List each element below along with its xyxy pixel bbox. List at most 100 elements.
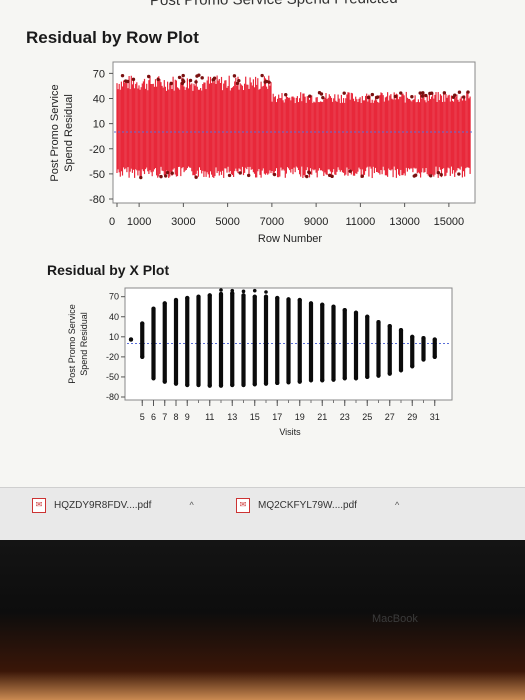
row-point	[342, 91, 346, 95]
x-outlier-point	[252, 288, 257, 293]
x-point	[185, 295, 190, 301]
row-point	[194, 175, 198, 179]
x-y-tick-label: 10	[109, 332, 119, 342]
x-point	[286, 380, 291, 385]
x-point	[275, 380, 280, 386]
x-point	[387, 324, 392, 329]
row-point	[156, 77, 160, 82]
row-point	[466, 90, 470, 94]
row-point	[457, 172, 461, 176]
chevron-up-icon[interactable]: ^	[394, 500, 400, 510]
x-point	[432, 337, 437, 342]
x-point	[207, 293, 212, 298]
row-point	[393, 94, 398, 99]
row-point	[227, 173, 232, 178]
row-point	[360, 174, 364, 178]
x-point	[308, 301, 314, 306]
x-outlier-point	[264, 290, 268, 294]
row-point	[264, 79, 269, 84]
x-axes: 70 40 10 -20 -50 -80 5 6 7 8 9 11 13 15 17 19 21 23 25 27 29…	[106, 292, 440, 422]
residual-by-row-chart: 70 40 10 -20 -50 -80 0 1000 3000 5000 7000 9000 1100…	[49, 61, 476, 245]
row-x-tick-label: 7000	[260, 216, 284, 228]
x-y-label-line-2: Spend Residual	[79, 312, 89, 376]
x-point	[331, 304, 336, 309]
row-point	[457, 90, 462, 94]
x-point	[151, 376, 156, 381]
x-y-tick-label: -80	[106, 392, 119, 402]
row-point	[307, 170, 311, 174]
row-y-tick-label: 10	[93, 119, 105, 131]
download-item-2[interactable]: ✉ MQ2CKFYL79W....pdf ^	[236, 496, 399, 514]
row-y-tick-label: 40	[93, 94, 105, 106]
x-point	[140, 354, 145, 359]
x-x-tick-label: 21	[317, 412, 327, 422]
row-point	[284, 93, 288, 97]
row-x-tick-label: 1000	[127, 216, 151, 228]
row-point	[177, 75, 182, 80]
row-point	[420, 94, 424, 98]
row-point	[139, 175, 143, 180]
row-point	[212, 77, 216, 82]
x-point	[196, 294, 201, 299]
row-point	[305, 174, 309, 179]
row-point	[308, 94, 312, 98]
row-point	[366, 95, 371, 100]
x-point	[252, 382, 257, 387]
x-y-label-line-1: Post Promo Service	[67, 304, 77, 384]
x-point	[410, 364, 415, 369]
x-point	[252, 294, 257, 299]
x-point	[398, 328, 404, 333]
row-point	[163, 174, 168, 178]
x-x-tick-label: 8	[173, 412, 178, 422]
row-point	[169, 81, 173, 86]
row-y-axis-label: Post Promo Service Spend Residual	[49, 84, 75, 181]
row-x-axis-label: Row Number	[258, 233, 323, 245]
x-x-tick-label: 15	[250, 412, 260, 422]
row-point	[200, 76, 204, 80]
x-point	[196, 382, 201, 388]
x-x-tick-label: 5	[140, 412, 145, 422]
row-point	[453, 93, 457, 97]
row-y-tick-label: -20	[89, 144, 105, 156]
row-point	[424, 93, 428, 98]
x-point	[207, 383, 212, 388]
download-item-1[interactable]: ✉ HQZDY9R8FDV....pdf ^	[32, 496, 194, 514]
row-point	[319, 92, 324, 96]
row-point	[197, 73, 201, 77]
x-point	[331, 377, 336, 382]
x-point	[365, 314, 370, 319]
chevron-up-icon[interactable]: ^	[189, 500, 194, 510]
x-point	[342, 307, 347, 313]
x-point	[376, 320, 381, 325]
downloads-bar: ✉ HQZDY9R8FDV....pdf ^ ✉ MQ2CKFYL79W....…	[0, 487, 525, 540]
row-point	[410, 95, 414, 99]
x-x-tick-label: 9	[185, 412, 190, 422]
x-x-tick-label: 29	[407, 412, 417, 422]
row-point	[321, 95, 325, 100]
x-point	[173, 297, 179, 303]
row-x-tick-label: 13000	[389, 216, 420, 228]
x-outlier-point	[230, 288, 235, 293]
x-outlier-point	[241, 289, 246, 294]
x-x-tick-label: 23	[340, 412, 350, 422]
x-point	[263, 381, 269, 386]
row-point	[126, 79, 130, 84]
x-point	[151, 306, 156, 311]
x-x-tick-label: 17	[272, 412, 282, 422]
x-marks	[127, 288, 450, 388]
download-item-2-label: MQ2CKFYL79W....pdf	[258, 499, 357, 511]
x-x-tick-label: 11	[205, 412, 214, 422]
row-point	[461, 95, 466, 99]
row-point	[370, 92, 375, 97]
x-point	[297, 379, 302, 384]
row-point	[165, 170, 170, 175]
row-x-tick-label: 15000	[434, 216, 465, 228]
pdf-file-icon: ✉	[236, 497, 250, 513]
x-x-tick-label: 25	[362, 412, 372, 422]
x-x-tick-label: 19	[295, 412, 305, 422]
row-point	[238, 171, 242, 175]
row-point	[170, 171, 174, 175]
row-point	[375, 95, 379, 100]
x-point	[162, 379, 167, 384]
row-point	[235, 81, 240, 86]
